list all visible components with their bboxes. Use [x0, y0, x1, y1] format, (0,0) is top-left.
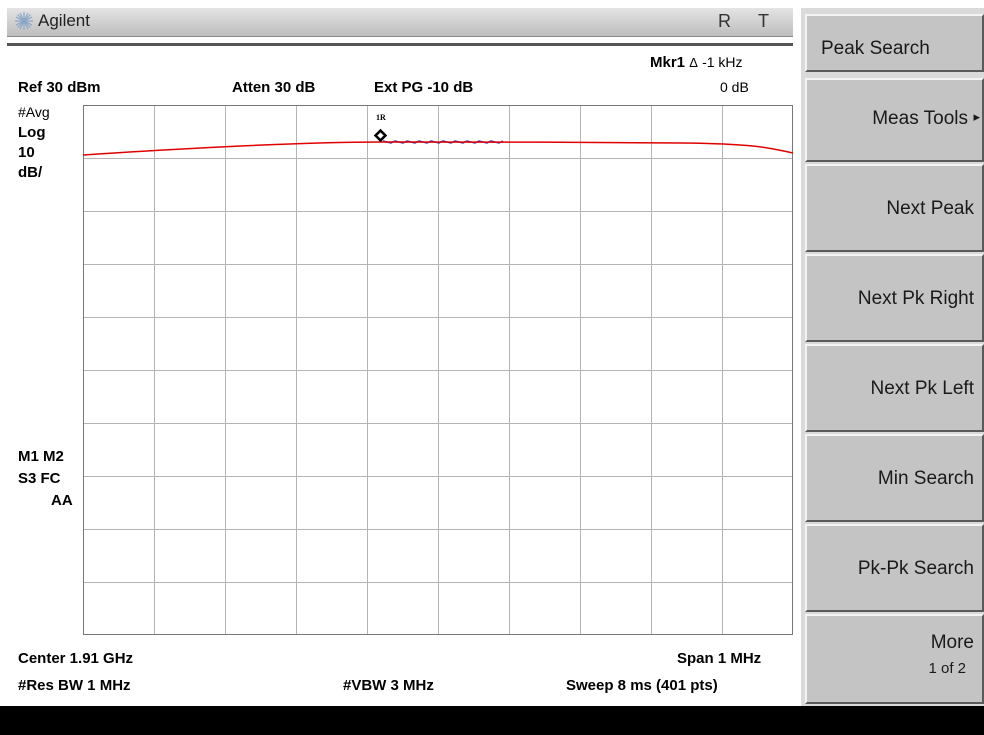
min-search-label: Min Search	[877, 468, 974, 489]
marker-1-label: 1R	[376, 113, 386, 122]
next-peak-button[interactable]: Next Peak	[805, 164, 984, 252]
peak-search-button[interactable]: Peak Search	[805, 14, 984, 72]
res-bw: #Res BW 1 MHz	[18, 677, 131, 694]
vbw: #VBW 3 MHz	[343, 677, 434, 694]
marker-1[interactable]: 1R	[373, 113, 388, 143]
brand-name: Agilent	[38, 11, 90, 30]
title-bar: Agilent R T	[7, 8, 793, 37]
marker-status-line2: S3 FC	[18, 470, 61, 487]
trace-1	[83, 141, 793, 156]
ref-level: Ref 30 dBm	[18, 79, 101, 96]
next-pk-left-button[interactable]: Next Pk Left	[805, 344, 984, 432]
pk-pk-search-label: Pk-Pk Search	[857, 558, 974, 579]
marker-status-line3: AA	[51, 492, 73, 509]
marker-status-line1: M1 M2	[18, 448, 64, 465]
status-flag-remote: R	[718, 11, 731, 31]
delta-symbol: Δ	[689, 55, 698, 70]
meas-tools-button[interactable]: Meas Tools ▸	[805, 78, 984, 162]
header-divider	[7, 43, 793, 46]
status-flag-trigger: T	[758, 11, 769, 31]
sweep-time: Sweep 8 ms (401 pts)	[566, 677, 718, 694]
pk-pk-search-button[interactable]: Pk-Pk Search	[805, 524, 984, 612]
graticule-border	[83, 105, 793, 635]
command-line[interactable]	[0, 706, 984, 735]
min-search-button[interactable]: Min Search	[805, 434, 984, 522]
scale-type: Log	[18, 124, 46, 141]
attenuation: Atten 30 dB	[232, 79, 316, 96]
more-button[interactable]: More 1 of 2	[805, 614, 984, 704]
more-page-indicator: 1 of 2	[928, 660, 966, 677]
scale-value: 10	[18, 144, 35, 161]
marker-frequency: -1 kHz	[702, 54, 743, 70]
marker-amplitude: 0 dB	[720, 79, 749, 95]
span: Span 1 MHz	[677, 650, 762, 667]
ext-gain: Ext PG -10 dB	[374, 79, 474, 96]
marker-readout: Mkr1 Δ -1 kHz	[650, 54, 743, 71]
marker-name: Mkr1	[650, 54, 686, 71]
next-pk-left-label: Next Pk Left	[870, 378, 975, 399]
center-frequency: Center 1.91 GHz	[18, 650, 134, 667]
next-peak-label: Next Peak	[886, 198, 974, 219]
next-pk-right-button[interactable]: Next Pk Right	[805, 254, 984, 342]
next-pk-right-label: Next Pk Right	[857, 288, 974, 309]
submenu-arrow-icon: ▸	[973, 109, 980, 124]
agilent-logo-icon	[15, 12, 33, 30]
more-label: More	[930, 632, 974, 653]
avg-indicator: #Avg	[18, 104, 50, 120]
spectrum-display[interactable]: 1R	[83, 105, 793, 635]
meas-tools-label: Meas Tools	[872, 108, 968, 129]
softkey-panel: Peak Search Meas Tools ▸ Next Peak Next …	[801, 8, 984, 706]
scale-unit: dB/	[18, 164, 43, 181]
marker-diamond-icon	[373, 128, 388, 143]
peak-search-label: Peak Search	[821, 38, 930, 59]
